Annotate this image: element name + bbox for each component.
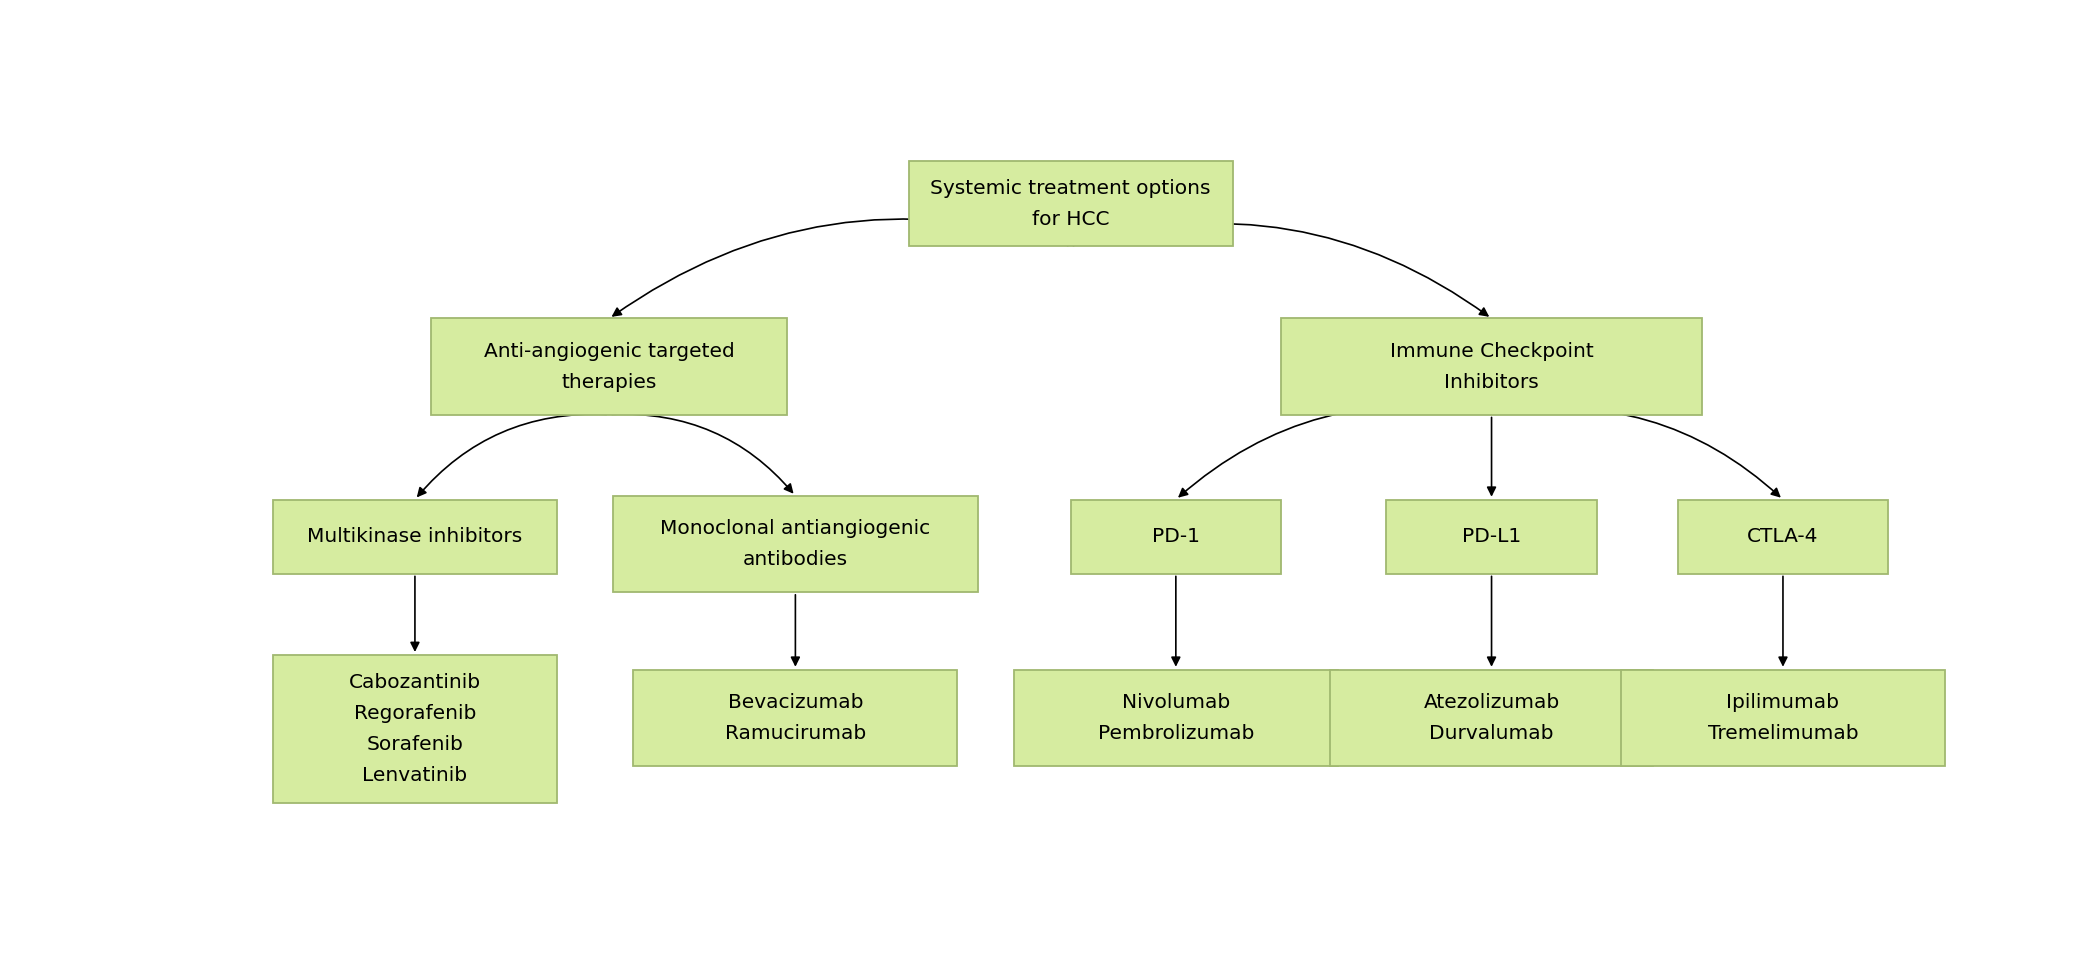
- FancyBboxPatch shape: [614, 496, 978, 592]
- FancyBboxPatch shape: [909, 161, 1233, 247]
- FancyBboxPatch shape: [1387, 499, 1596, 573]
- Text: Immune Checkpoint
Inhibitors: Immune Checkpoint Inhibitors: [1389, 342, 1594, 392]
- FancyBboxPatch shape: [633, 670, 957, 766]
- Text: Nivolumab
Pembrolizumab: Nivolumab Pembrolizumab: [1097, 693, 1253, 743]
- Text: Ipilimumab
Tremelimumab: Ipilimumab Tremelimumab: [1707, 693, 1859, 743]
- FancyBboxPatch shape: [1281, 319, 1703, 415]
- FancyBboxPatch shape: [430, 319, 788, 415]
- Text: CTLA-4: CTLA-4: [1746, 527, 1820, 546]
- FancyBboxPatch shape: [1677, 499, 1888, 573]
- Text: Systemic treatment options
for HCC: Systemic treatment options for HCC: [930, 179, 1212, 228]
- Text: Monoclonal antiangiogenic
antibodies: Monoclonal antiangiogenic antibodies: [660, 519, 930, 569]
- FancyBboxPatch shape: [1331, 670, 1654, 766]
- Text: PD-L1: PD-L1: [1462, 527, 1521, 546]
- FancyBboxPatch shape: [274, 499, 556, 573]
- Text: PD-1: PD-1: [1151, 527, 1199, 546]
- Text: Atezolizumab
Durvalumab: Atezolizumab Durvalumab: [1423, 693, 1560, 743]
- Text: Multikinase inhibitors: Multikinase inhibitors: [307, 527, 522, 546]
- FancyBboxPatch shape: [274, 655, 556, 803]
- FancyBboxPatch shape: [1013, 670, 1337, 766]
- FancyBboxPatch shape: [1621, 670, 1945, 766]
- Text: Cabozantinib
Regorafenib
Sorafenib
Lenvatinib: Cabozantinib Regorafenib Sorafenib Lenva…: [349, 673, 480, 784]
- Text: Anti-angiogenic targeted
therapies: Anti-angiogenic targeted therapies: [485, 342, 735, 392]
- FancyBboxPatch shape: [1070, 499, 1281, 573]
- Text: Bevacizumab
Ramucirumab: Bevacizumab Ramucirumab: [725, 693, 867, 743]
